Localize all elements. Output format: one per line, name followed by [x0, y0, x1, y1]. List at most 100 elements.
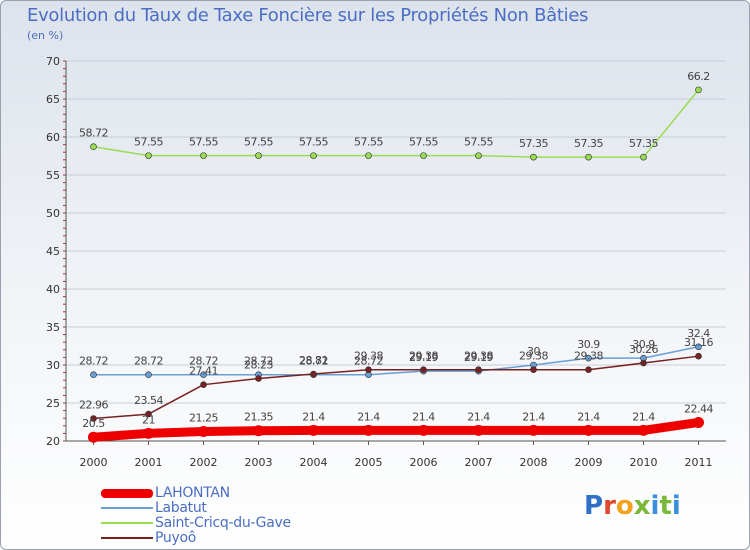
data-point-puyo- [310, 370, 317, 378]
data-label-saint-cricq-du-gave: 57.55 [354, 136, 383, 149]
x-tick-label: 2000 [80, 456, 108, 469]
data-label-lahontan: 21.4 [302, 410, 325, 423]
data-point-lahontan [88, 431, 99, 443]
data-label-saint-cricq-du-gave: 57.55 [189, 136, 218, 149]
y-tick-label: 35 [46, 321, 60, 334]
data-point-lahontan [638, 424, 649, 436]
data-label-lahontan: 21.35 [244, 411, 273, 424]
data-label-labatut: 29.19 [409, 351, 438, 364]
unit-label: (en %) [27, 29, 64, 42]
data-point-saint-cricq-du-gave [145, 152, 152, 159]
data-label-lahontan: 22.44 [684, 402, 713, 415]
data-label-puyo-: 28.81 [299, 354, 328, 367]
data-point-lahontan [308, 424, 319, 436]
data-label-saint-cricq-du-gave: 57.55 [299, 136, 328, 149]
x-tick-label: 2004 [300, 456, 328, 469]
data-point-saint-cricq-du-gave [200, 152, 207, 159]
data-label-lahontan: 21.4 [357, 410, 380, 423]
data-label-saint-cricq-du-gave: 66.2 [687, 70, 710, 83]
data-point-lahontan [693, 416, 704, 428]
series-line-puyo- [92, 355, 700, 420]
data-label-puyo-: 29.38 [409, 350, 438, 363]
series-line-lahontan [89, 417, 703, 442]
data-point-puyo- [145, 410, 152, 418]
data-label-labatut: 28.72 [244, 355, 273, 368]
data-point-labatut [90, 371, 97, 379]
data-label-puyo-: 29.38 [519, 350, 548, 363]
chart-title: Evolution du Taux de Taxe Foncière sur l… [27, 5, 589, 26]
data-label-lahontan: 21.4 [412, 410, 435, 423]
data-label-lahontan: 21.4 [467, 410, 490, 423]
data-label-lahontan: 21 [142, 413, 155, 426]
data-point-saint-cricq-du-gave [640, 153, 647, 161]
data-point-lahontan [363, 424, 374, 436]
y-tick-label: 45 [46, 245, 60, 258]
y-tick-label: 55 [46, 169, 60, 182]
data-point-saint-cricq-du-gave [695, 86, 702, 94]
y-tick-label: 60 [46, 131, 60, 144]
data-label-labatut: 30 [527, 345, 540, 358]
data-label-lahontan: 21.4 [632, 410, 655, 423]
x-tick-label: 2010 [630, 456, 658, 469]
data-label-saint-cricq-du-gave: 57.55 [244, 136, 273, 149]
data-label-labatut: 28.72 [79, 355, 108, 368]
data-point-lahontan [198, 426, 209, 437]
data-label-labatut: 28.72 [134, 355, 163, 368]
data-point-puyo- [585, 366, 592, 374]
data-point-puyo- [530, 366, 537, 374]
data-label-lahontan: 20.5 [82, 417, 105, 430]
legend-label: Saint-Cricq-du-Gave [155, 515, 291, 531]
y-tick-label: 65 [46, 93, 60, 106]
x-tick-label: 2008 [520, 456, 548, 469]
data-point-puyo- [420, 366, 427, 374]
data-label-saint-cricq-du-gave: 57.35 [629, 137, 658, 150]
data-label-puyo-: 28.23 [244, 358, 273, 371]
data-point-saint-cricq-du-gave [90, 143, 97, 151]
data-point-lahontan [528, 424, 539, 436]
data-point-saint-cricq-du-gave [365, 152, 372, 159]
x-tick-label: 2001 [135, 456, 163, 469]
data-point-labatut [145, 371, 152, 379]
x-tick-label: 2003 [245, 456, 273, 469]
data-point-saint-cricq-du-gave [310, 152, 317, 159]
data-label-labatut: 30.9 [577, 338, 600, 351]
legend-label: Labatut [155, 500, 207, 516]
data-point-labatut [585, 354, 592, 362]
data-label-labatut: 28.72 [354, 355, 383, 368]
grid-group [66, 60, 726, 442]
data-point-puyo- [255, 375, 262, 382]
legend-label: LAHONTAN [155, 485, 230, 501]
data-point-lahontan [473, 424, 484, 436]
data-point-saint-cricq-du-gave [585, 153, 592, 161]
data-point-puyo- [365, 366, 372, 374]
y-tick-label: 50 [46, 207, 60, 220]
value-labels-group: 28.72 28.72 28.72 28.72 28.72 28.72 29.19 29.19… [79, 70, 714, 430]
data-label-labatut: 29.19 [464, 351, 493, 364]
data-point-saint-cricq-du-gave [255, 152, 262, 159]
data-label-puyo-: 27.41 [189, 365, 218, 378]
y-tick-label: 20 [46, 435, 60, 448]
x-tick-label: 2011 [685, 456, 713, 469]
x-tick-label: 2005 [355, 456, 383, 469]
data-point-puyo- [695, 352, 702, 360]
data-label-lahontan: 21.25 [189, 412, 218, 425]
data-label-saint-cricq-du-gave: 57.35 [574, 137, 603, 150]
data-point-saint-cricq-du-gave [530, 153, 537, 161]
legend-swatch [101, 537, 153, 539]
series-line-labatut [92, 346, 700, 376]
y-tick-label: 25 [46, 397, 60, 410]
legend-swatch [101, 507, 153, 509]
data-point-puyo- [200, 381, 207, 388]
data-label-lahontan: 21.4 [577, 410, 600, 423]
data-label-puyo-: 29.38 [574, 350, 603, 363]
series-group [88, 86, 704, 443]
data-point-labatut [695, 343, 702, 351]
data-label-lahontan: 21.4 [522, 410, 545, 423]
data-point-saint-cricq-du-gave [420, 152, 427, 159]
data-label-labatut: 30.9 [632, 338, 655, 351]
data-label-puyo-: 22.96 [79, 399, 108, 412]
x-tick-label: 2007 [465, 456, 493, 469]
data-label-puyo-: 31.16 [684, 336, 713, 349]
